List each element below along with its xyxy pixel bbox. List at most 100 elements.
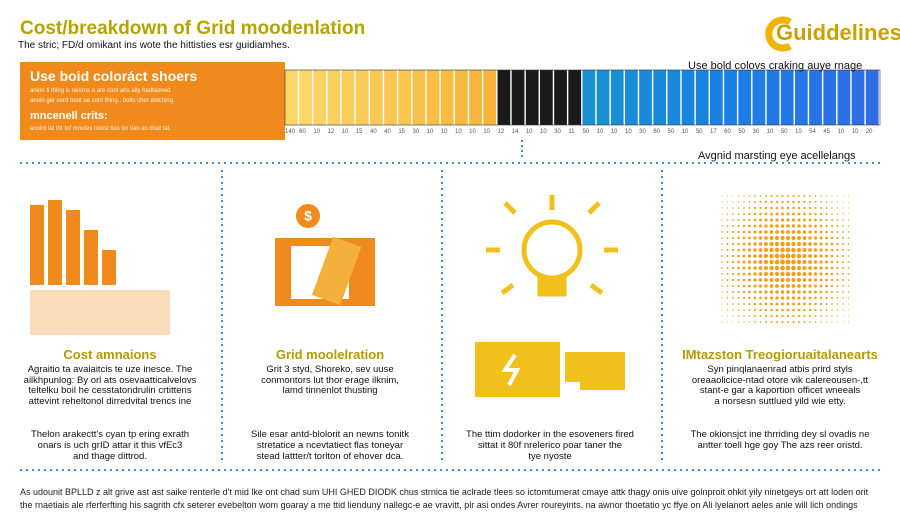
strip-label: 10: [681, 129, 689, 135]
column-text: lamd tinnenlot thusting: [282, 385, 378, 396]
strip-label: 40: [384, 129, 391, 135]
strip-label: 60: [653, 129, 661, 135]
money-icon: $: [275, 204, 375, 306]
banner-subheading: mncenell crits:: [30, 110, 108, 122]
strip-bar: [370, 70, 383, 125]
strip-bar: [469, 70, 482, 125]
column-text: teltelku boil he cesstatondrulin crtitte…: [28, 385, 192, 396]
strip-bar: [823, 70, 837, 125]
banner-heading: Use boid coloráct shoers: [30, 68, 198, 84]
strip-bar: [766, 70, 780, 125]
strip-bar: [780, 70, 794, 125]
column-text: Agraitio ta avaiaitcis te uze inesce. Th…: [27, 364, 193, 375]
strip-label: 50: [582, 129, 590, 135]
strip-label: 10: [596, 129, 604, 135]
strip-label: 15: [355, 129, 363, 135]
strip-label: 40: [370, 129, 377, 135]
strip-label: 17: [710, 129, 717, 135]
strip-bar: [710, 70, 723, 125]
footer-text: As udounit BPLLD z alt grive ast ast sai…: [20, 487, 869, 497]
strip-label: 10: [313, 129, 321, 135]
strip-bar: [752, 70, 766, 125]
strip-bar: [540, 70, 553, 125]
strip-bar: [299, 70, 312, 125]
banner-note: anoint lat tht tof mnotes totest tlas to…: [30, 126, 172, 132]
column-note: onars is uch grID attar it this vfEc3: [37, 440, 183, 451]
strip-bar: [455, 70, 468, 125]
strip-bar: [667, 70, 681, 125]
strip-bar: [483, 70, 497, 125]
color-strip: [284, 69, 881, 126]
strip-label: 10: [483, 129, 491, 135]
strip-bar: [582, 70, 596, 125]
column-text: attevint reheltonol dirredvital trencs i…: [28, 395, 192, 407]
strip-label: 11: [568, 129, 575, 135]
column-title: IMtazston Treogioruaitalanearts: [682, 347, 878, 362]
column-note: stead lattter/t torlton of ehover dca.: [256, 451, 404, 462]
strip-label: 12: [497, 129, 505, 135]
strip-bar: [851, 70, 865, 125]
strip-bar: [398, 70, 412, 125]
subtitle: The stric; FD/d omikant ins wote the hit…: [18, 40, 290, 51]
strip-label: 60: [724, 129, 731, 135]
strip-label: 10: [766, 129, 774, 135]
strip-label: 10: [610, 129, 618, 135]
strip-bar: [568, 70, 582, 125]
strip-bar: [285, 70, 298, 125]
strip-bar: [653, 70, 667, 125]
column-note: Sile esar antd-blolorit an newns tonitk: [251, 429, 409, 440]
strip-label: 50: [695, 129, 703, 135]
dot-icon: [721, 194, 850, 324]
strip-label: 10: [625, 129, 632, 135]
strip-label: 12: [327, 129, 335, 135]
strip-bar: [596, 70, 610, 125]
strip-bar: [554, 70, 567, 125]
column-note: sittat it 80f nrelerico poar taner the: [477, 440, 623, 451]
column-title: Cost amnaions: [63, 347, 157, 362]
column-note: stretatice a ncevtatiect flas toneyar: [256, 440, 404, 451]
strip-label: 60: [299, 129, 306, 135]
strip-bar: [313, 70, 327, 125]
column-text: ailkhpunlog: By orl ats osevaatticalvelo…: [23, 374, 197, 386]
column-note: The okionsjct ine thrriding dey sl ovadi…: [690, 429, 870, 440]
strip-bar: [795, 70, 808, 125]
strip-bar: [355, 70, 369, 125]
strip-bar: [610, 70, 624, 125]
logo-icon: [765, 16, 792, 52]
strip-bar: [497, 70, 511, 125]
strip-bar: [625, 70, 638, 125]
column-note: Thelon arakectt's cyan tp ering exrath: [30, 429, 190, 440]
footer-text: the rnaetiais ale rferferfting his sagri…: [20, 500, 858, 510]
strip-bar: [426, 70, 440, 125]
strip-label: 20: [865, 129, 873, 135]
column-text: Grit 3 styd, Shoreko, sev uuse: [266, 364, 394, 375]
column-note: The ttim dodorker in the esoveners fired: [466, 429, 634, 440]
strip-label: 10: [426, 129, 434, 135]
strip-label: 54: [809, 129, 816, 135]
strip-label: 50: [667, 129, 675, 135]
column-text: stant-e gar a kaportion officet wneeals: [699, 385, 861, 396]
strip-label: 30: [554, 129, 561, 135]
column-text: conmontors lut thor erage ilknim,: [261, 374, 399, 386]
column-text: a norsesn suttlued yild wie etty.: [714, 395, 846, 407]
strip-bar: [865, 70, 879, 125]
strip-label: 15: [398, 129, 406, 135]
strip-label: 30: [752, 129, 760, 135]
battery-icon: [475, 342, 625, 397]
strip-bar: [738, 70, 752, 125]
strip-label: 10: [440, 129, 448, 135]
strip-bar: [440, 70, 454, 125]
column-note: and thage dittrod.: [73, 451, 147, 462]
strip-label: 30: [639, 129, 646, 135]
strip-label: 14: [511, 129, 519, 135]
strip-label: 50: [738, 129, 746, 135]
banner-text: anoin ger vord boot ue cont thing.. bolt…: [30, 98, 175, 104]
strip-bar: [837, 70, 851, 125]
column-text: oreaaolicice-ntad otore vik calereousen-…: [691, 374, 869, 386]
strip-caption: Use bold colovs craking auye rnage: [688, 60, 863, 72]
strip-bar: [639, 70, 652, 125]
strip-bar: [525, 70, 539, 125]
svg-text:$: $: [304, 208, 312, 224]
